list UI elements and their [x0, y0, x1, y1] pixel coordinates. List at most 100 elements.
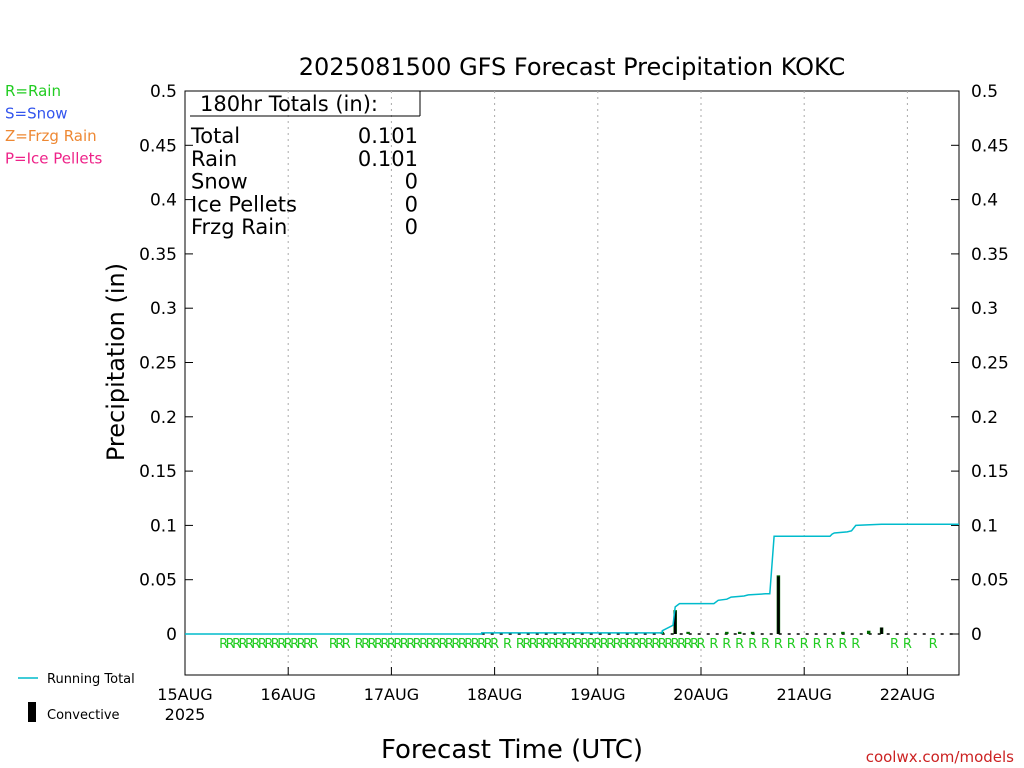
ptype-marker: R [529, 637, 538, 652]
x-tick-label: 21AUG [776, 685, 831, 704]
ptype-marker: R [606, 637, 615, 652]
ptype-marker: R [787, 637, 796, 652]
ptype-marker: R [567, 637, 576, 652]
ptype-marker: R [645, 637, 654, 652]
vertical-gridlines [287, 91, 908, 675]
plot-frame [184, 90, 960, 676]
legend-item: P=Ice Pellets [5, 150, 102, 168]
ptype-marker: R [503, 637, 512, 652]
ptype-marker: R [290, 637, 299, 652]
ptype-marker: R [671, 637, 680, 652]
x-tick-label: 19AUG [570, 685, 625, 704]
ptype-marker: R [813, 637, 822, 652]
ptype-marker: R [677, 637, 686, 652]
ptype-marker: R [619, 637, 628, 652]
ptype-marker: R [838, 637, 847, 652]
ptype-marker: R [903, 637, 912, 652]
y-axis-label: Precipitation (in) [102, 263, 130, 461]
x-tick-label: 15AUG [157, 685, 212, 704]
totals-row-label: Ice Pellets [191, 192, 297, 216]
ptype-marker: R [613, 637, 622, 652]
bar [737, 631, 742, 634]
ptype-marker: R [929, 637, 938, 652]
totals-row-value: 0 [405, 170, 418, 194]
precip-type-legend: R=Rain S=Snow Z=Frzg Rain P=Ice Pellets [5, 82, 102, 168]
ptype-marker: R [722, 637, 731, 652]
y-tick-label: 0.05 [971, 571, 1009, 591]
ptype-marker: R [851, 637, 860, 652]
ptype-marker: R [335, 637, 344, 652]
y-tick-label: 0.15 [139, 462, 177, 482]
ptype-marker: R [471, 637, 480, 652]
ptype-marker: R [380, 637, 389, 652]
ptype-marker: R [264, 637, 273, 652]
y-tick-label: 0.05 [139, 571, 177, 591]
y-tick-label: 0.15 [971, 462, 1009, 482]
ptype-marker: R [709, 637, 718, 652]
ptype-marker: R [490, 637, 499, 652]
ptype-marker: R [593, 637, 602, 652]
x-tick-label: 22AUG [880, 685, 935, 704]
ptype-marker: R [477, 637, 486, 652]
ptype-marker: R [774, 637, 783, 652]
y-tick-label: 0.2 [971, 408, 998, 428]
bar [880, 627, 883, 634]
bar [725, 631, 729, 634]
y-tick-label: 0 [971, 625, 982, 645]
ptype-marker: R [800, 637, 809, 652]
ptype-marker: R [658, 637, 667, 652]
ptype-marker: R [464, 637, 473, 652]
y-tick-label: 0.5 [150, 82, 177, 102]
y-tick-label: 0.45 [139, 136, 177, 156]
ptype-marker: R [445, 637, 454, 652]
ptype-marker: R [426, 637, 435, 652]
totals-row-label: Frzg Rain [191, 215, 287, 239]
ptype-marker: R [580, 637, 589, 652]
totals-row-value: 0 [405, 192, 418, 216]
ptype-marker: R [542, 637, 551, 652]
x-tick-label: 16AUG [260, 685, 315, 704]
ptype-marker: R [309, 637, 318, 652]
y-tick-label: 0.4 [150, 191, 177, 211]
ptype-marker: R [393, 637, 402, 652]
ptype-marker: R [761, 637, 770, 652]
ptype-marker: R [226, 637, 235, 652]
ptype-marker: R [232, 637, 241, 652]
ptype-marker: R [548, 637, 557, 652]
ptype-marker: R [651, 637, 660, 652]
ptype-marker: R [219, 637, 228, 652]
y-tick-label: 0.45 [971, 136, 1009, 156]
bar [673, 611, 677, 634]
ptype-marker: R [684, 637, 693, 652]
ptype-marker: R [748, 637, 757, 652]
ptype-marker: R [574, 637, 583, 652]
running-total-line [185, 523, 959, 635]
bar [686, 631, 690, 634]
ptype-marker: R [735, 637, 744, 652]
y-tick-label: 0.3 [971, 299, 998, 319]
ptype-marker: R [561, 637, 570, 652]
y-tick-label: 0.35 [139, 245, 177, 265]
x-tick-label: 18AUG [467, 685, 522, 704]
ptype-marker: R [419, 637, 428, 652]
ptype-marker: R [438, 637, 447, 652]
ptype-marker: R [690, 637, 699, 652]
ptype-marker: R [451, 637, 460, 652]
ptype-marker: R [400, 637, 409, 652]
ptype-marker: R [361, 637, 370, 652]
ptype-marker: R [890, 637, 899, 652]
ptype-marker: R [555, 637, 564, 652]
bar [866, 630, 871, 634]
x-tick-label: 20AUG [673, 685, 728, 704]
chart-title: 2025081500 GFS Forecast Precipitation KO… [299, 53, 846, 81]
ptype-marker: R [432, 637, 441, 652]
y-tick-label: 0.35 [971, 245, 1009, 265]
ptype-marker: R [484, 637, 493, 652]
y-tick-label: 0.1 [150, 516, 177, 536]
ptype-marker: R [664, 637, 673, 652]
ptype-marker: R [535, 637, 544, 652]
y-tick-label: 0.3 [150, 299, 177, 319]
